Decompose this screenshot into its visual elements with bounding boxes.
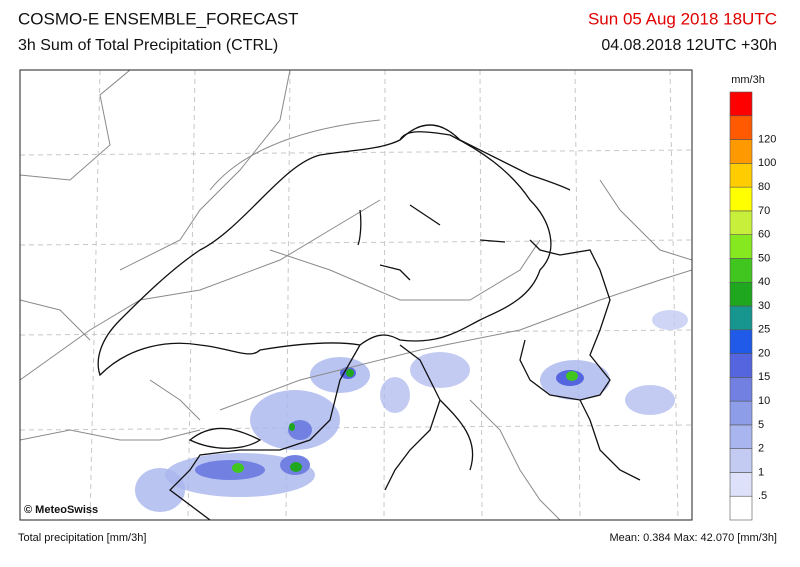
legend-swatch bbox=[729, 234, 753, 259]
legend-label: 1 bbox=[758, 466, 764, 478]
legend-label: 100 bbox=[758, 157, 776, 169]
legend-swatch bbox=[729, 91, 753, 117]
legend-unit: mm/3h bbox=[731, 74, 765, 86]
legend-swatch bbox=[729, 139, 753, 164]
legend-swatch bbox=[729, 472, 753, 497]
legend-label: 25 bbox=[758, 324, 770, 336]
legend-swatch bbox=[729, 281, 753, 307]
grid bbox=[20, 70, 692, 520]
title: COSMO-E ENSEMBLE_FORECAST bbox=[18, 9, 299, 28]
legend-label: 50 bbox=[758, 252, 770, 264]
legend-swatch bbox=[729, 186, 753, 212]
legend-swatch bbox=[729, 353, 753, 378]
legend-swatch bbox=[729, 424, 753, 449]
legend-swatch bbox=[729, 115, 753, 140]
legend-swatch bbox=[729, 377, 753, 402]
footer-stats: Mean: 0.384 Max: 42.070 [mm/3h] bbox=[609, 532, 777, 544]
legend-swatch bbox=[729, 305, 753, 331]
geography bbox=[20, 70, 692, 520]
legend-swatch bbox=[729, 495, 753, 521]
legend-swatch bbox=[729, 163, 753, 188]
legend-label: 10 bbox=[758, 395, 770, 407]
legend-label: 80 bbox=[758, 181, 770, 193]
credit: © MeteoSwiss bbox=[24, 504, 98, 516]
legend-label: .5 bbox=[758, 490, 767, 502]
run-time: 04.08.2018 12UTC +30h bbox=[601, 37, 777, 54]
legend-label: 5 bbox=[758, 419, 764, 431]
legend-label: 30 bbox=[758, 300, 770, 312]
legend-swatch bbox=[729, 448, 753, 473]
legend-label: 2 bbox=[758, 443, 764, 455]
legend-swatch bbox=[729, 329, 753, 354]
legend-swatch bbox=[729, 400, 753, 426]
legend-label: 120 bbox=[758, 133, 776, 145]
legend-swatch bbox=[729, 210, 753, 235]
legend-label: 40 bbox=[758, 276, 770, 288]
legend-label: 15 bbox=[758, 371, 770, 383]
map: © MeteoSwiss bbox=[19, 69, 693, 521]
legend-swatch bbox=[729, 258, 753, 283]
subtitle: 3h Sum of Total Precipitation (CTRL) bbox=[18, 37, 278, 54]
precipitation bbox=[135, 310, 688, 512]
legend-label: 60 bbox=[758, 229, 770, 241]
legend-label: 70 bbox=[758, 205, 770, 217]
legend-label: 20 bbox=[758, 347, 770, 359]
footer-label: Total precipitation [mm/3h] bbox=[18, 532, 146, 544]
valid-time: Sun 05 Aug 2018 18UTC bbox=[588, 9, 777, 28]
